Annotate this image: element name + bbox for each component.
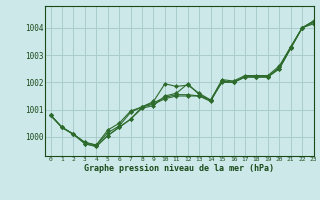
X-axis label: Graphe pression niveau de la mer (hPa): Graphe pression niveau de la mer (hPa) bbox=[84, 164, 274, 173]
